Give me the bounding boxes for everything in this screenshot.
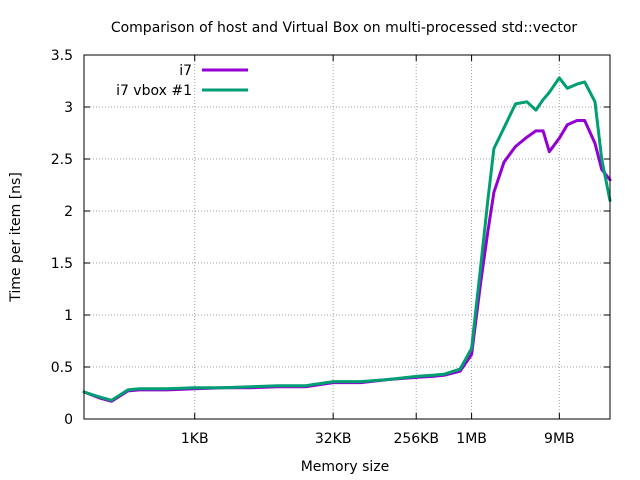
y-tick-label: 1 <box>64 308 73 324</box>
x-axis-label: Memory size <box>301 459 390 475</box>
plot-series <box>82 76 612 403</box>
series-line-1 <box>82 119 612 403</box>
legend: i7 i7 vbox #1 <box>116 63 248 99</box>
x-tick-label: 256KB <box>393 431 439 447</box>
x-tick-label: 1KB <box>181 431 209 447</box>
chart-title: Comparison of host and Virtual Box on mu… <box>111 20 578 36</box>
plot-frame <box>83 54 611 420</box>
y-axis-ticks: 0 0.5 1 1.5 2 2.5 3 3.5 <box>51 48 610 428</box>
y-tick-label: 2.5 <box>51 152 73 168</box>
y-axis-label: Time per item [ns] <box>8 172 24 303</box>
y-tick-label: 0.5 <box>51 360 73 376</box>
legend-label: i7 vbox #1 <box>116 83 192 99</box>
grid <box>84 55 610 419</box>
x-axis-ticks: 1KB 32KB 256KB 1MB 9MB <box>181 55 575 447</box>
y-tick-label: 3.5 <box>51 48 73 64</box>
x-tick-label: 1MB <box>456 431 487 447</box>
legend-label: i7 <box>179 63 192 79</box>
x-tick-label: 32KB <box>315 431 352 447</box>
series-line-2 <box>82 76 612 402</box>
y-tick-label: 0 <box>64 412 73 428</box>
y-tick-label: 1.5 <box>51 256 73 272</box>
y-tick-label: 2 <box>64 204 73 220</box>
y-tick-label: 3 <box>64 100 73 116</box>
x-tick-label: 9MB <box>544 431 575 447</box>
